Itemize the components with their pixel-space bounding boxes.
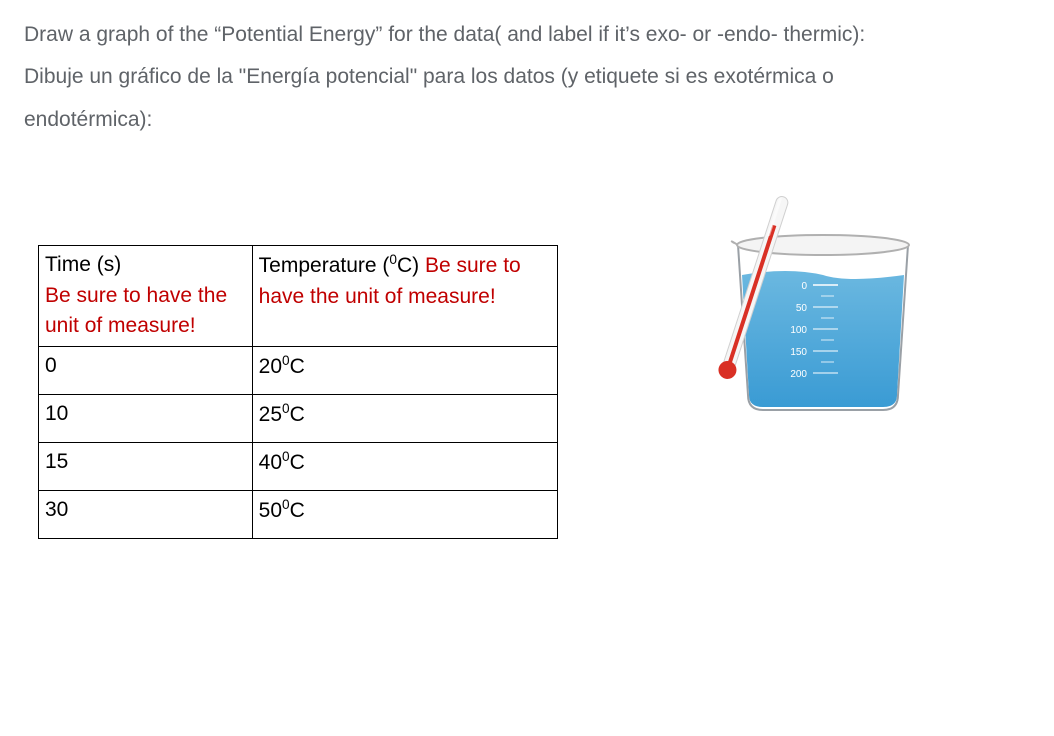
cell-temp: 250C — [252, 394, 557, 442]
svg-text:200: 200 — [790, 369, 807, 380]
header-temp-sup: 0 — [389, 252, 397, 267]
header-temp-prefix: Temperature ( — [259, 254, 390, 277]
question-line-en: Draw a graph of the “Potential Energy” f… — [24, 20, 1030, 50]
question-line-es-2: endotérmica): — [24, 105, 1030, 135]
table-row: 30 500C — [39, 490, 558, 538]
cell-time: 10 — [39, 394, 253, 442]
cell-time: 15 — [39, 442, 253, 490]
question-text: Draw a graph of the “Potential Energy” f… — [24, 20, 1030, 135]
content-row: Time (s) Be sure to have the unit of mea… — [24, 245, 1030, 538]
data-table-container: Time (s) Be sure to have the unit of mea… — [38, 245, 558, 538]
table-row: 10 250C — [39, 394, 558, 442]
header-temp: Temperature (0C) Be sure to have the uni… — [252, 246, 557, 346]
data-table: Time (s) Be sure to have the unit of mea… — [38, 245, 558, 538]
cell-temp: 400C — [252, 442, 557, 490]
table-row: 0 200C — [39, 346, 558, 394]
table-header-row: Time (s) Be sure to have the unit of mea… — [39, 246, 558, 346]
cell-time: 0 — [39, 346, 253, 394]
header-time-red: Be sure to have the unit of measure! — [45, 284, 227, 337]
table-row: 15 400C — [39, 442, 558, 490]
beaker-image: 0 50 100 150 200 — [708, 175, 938, 434]
cell-time: 30 — [39, 490, 253, 538]
table-body: 0 200C 10 250C 15 400C 30 500C — [39, 346, 558, 538]
beaker-icon: 0 50 100 150 200 — [708, 175, 938, 425]
svg-text:50: 50 — [796, 303, 808, 314]
cell-temp: 200C — [252, 346, 557, 394]
header-time-black: Time (s) — [45, 253, 121, 276]
svg-text:150: 150 — [790, 347, 807, 358]
svg-text:100: 100 — [790, 325, 807, 336]
question-line-es-1: Dibuje un gráfico de la "Energía potenci… — [24, 62, 1030, 92]
cell-temp: 500C — [252, 490, 557, 538]
header-temp-suffix: C) — [397, 254, 425, 277]
svg-text:0: 0 — [801, 281, 807, 292]
header-time: Time (s) Be sure to have the unit of mea… — [39, 246, 253, 346]
